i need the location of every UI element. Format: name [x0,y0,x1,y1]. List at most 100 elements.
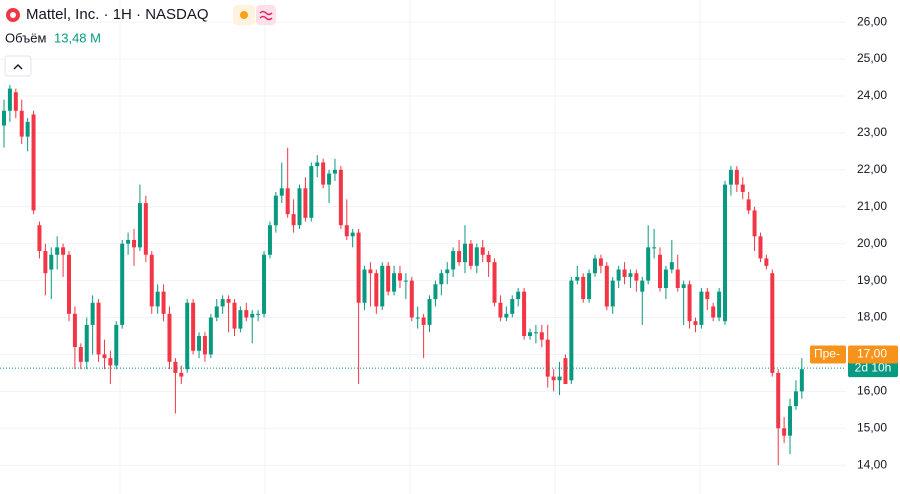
chevron-icon [13,64,23,70]
volume-label: Объём [5,30,46,45]
candle-body [622,269,627,277]
wave-icon [259,10,273,21]
candle-body [267,225,272,255]
sun-icon [240,11,248,19]
collapse-button[interactable] [4,55,32,77]
candle-body [161,291,166,314]
candle-body [114,324,119,366]
candle-body [705,291,710,300]
candle-body [37,225,42,252]
candle-body [776,372,781,429]
candle-body [250,313,255,318]
candle-body [386,265,391,292]
candle-body [652,247,657,249]
y-tick-label: 25,00 [857,51,887,65]
candle-body [84,324,89,362]
candle-body [527,332,532,336]
candle-body [262,254,267,314]
candle-body [545,339,550,377]
candle-body [445,269,450,274]
candle-body [256,313,261,315]
candle-body [167,313,172,362]
y-tick-label: 19,00 [857,273,887,287]
candle-body [728,169,733,185]
y-tick-label: 22,00 [857,162,887,176]
candle-body [108,358,113,366]
candle-body [2,110,6,126]
candle-body [575,276,580,281]
candle-body [149,254,154,307]
candle-body [78,347,83,362]
candle-body [421,317,426,325]
pre-market-name: Пре- [814,347,840,361]
candle-body [782,428,787,436]
y-tick-label: 26,00 [857,14,887,28]
candle-body [173,361,178,373]
candle-body [185,302,190,370]
candle-body [356,232,361,303]
candle-body [758,236,763,259]
candle-body [303,188,308,218]
candle-body [646,247,651,281]
candle-body [734,169,739,185]
candle-body [90,302,95,325]
y-tick-label: 15,00 [857,420,887,434]
candle-body [25,121,30,137]
candle-body [563,358,568,384]
candle-body [711,306,716,318]
candle-body [533,332,538,334]
candle-body [746,199,751,211]
candle-body [486,254,491,263]
candle-body [604,265,609,307]
y-tick-label: 24,00 [857,88,887,102]
candle-body [409,280,414,318]
candle-body [49,254,54,270]
candle-body [539,332,544,340]
candle-body [403,280,408,282]
candle-body [120,243,125,325]
candle-body [433,284,438,300]
last-price-badge [848,359,898,378]
candle-body [439,273,444,285]
candle-body [338,169,343,226]
candle-body [451,251,456,270]
candle-body [67,254,72,314]
candle-body [793,391,798,407]
candle-body [368,269,373,274]
candle-body [143,203,148,255]
y-tick-label: 14,00 [857,457,887,471]
candle-body [764,258,769,266]
candle-body [658,254,663,288]
candle-body [31,114,36,211]
candle-body [587,273,592,300]
candle-body [457,251,462,263]
candle-body [126,239,131,244]
candle-body [557,376,562,381]
candle-body [628,273,633,277]
candle-body [273,195,278,226]
data-delay-icon[interactable] [256,5,276,25]
candle-body [788,406,793,436]
candle-body [504,313,509,318]
pre-market-label: 17,00 [857,347,887,361]
candle-body [232,302,237,329]
candle-body [740,184,745,192]
candle-body [96,302,101,355]
candle-body [480,247,485,255]
candle-body [770,273,775,373]
candle-body [238,310,243,329]
candle-body [197,335,202,351]
candle-body [297,188,302,226]
pre-market-name-badge [810,345,846,364]
candle-body [7,88,12,111]
candle-body [179,372,184,377]
candle-body [415,317,420,319]
candle-body [102,354,107,359]
candle-body [380,265,385,307]
grid [0,0,846,494]
candle-body [132,239,137,248]
candle-body [279,188,284,196]
candle-body [191,302,196,351]
candle-body [799,369,804,392]
